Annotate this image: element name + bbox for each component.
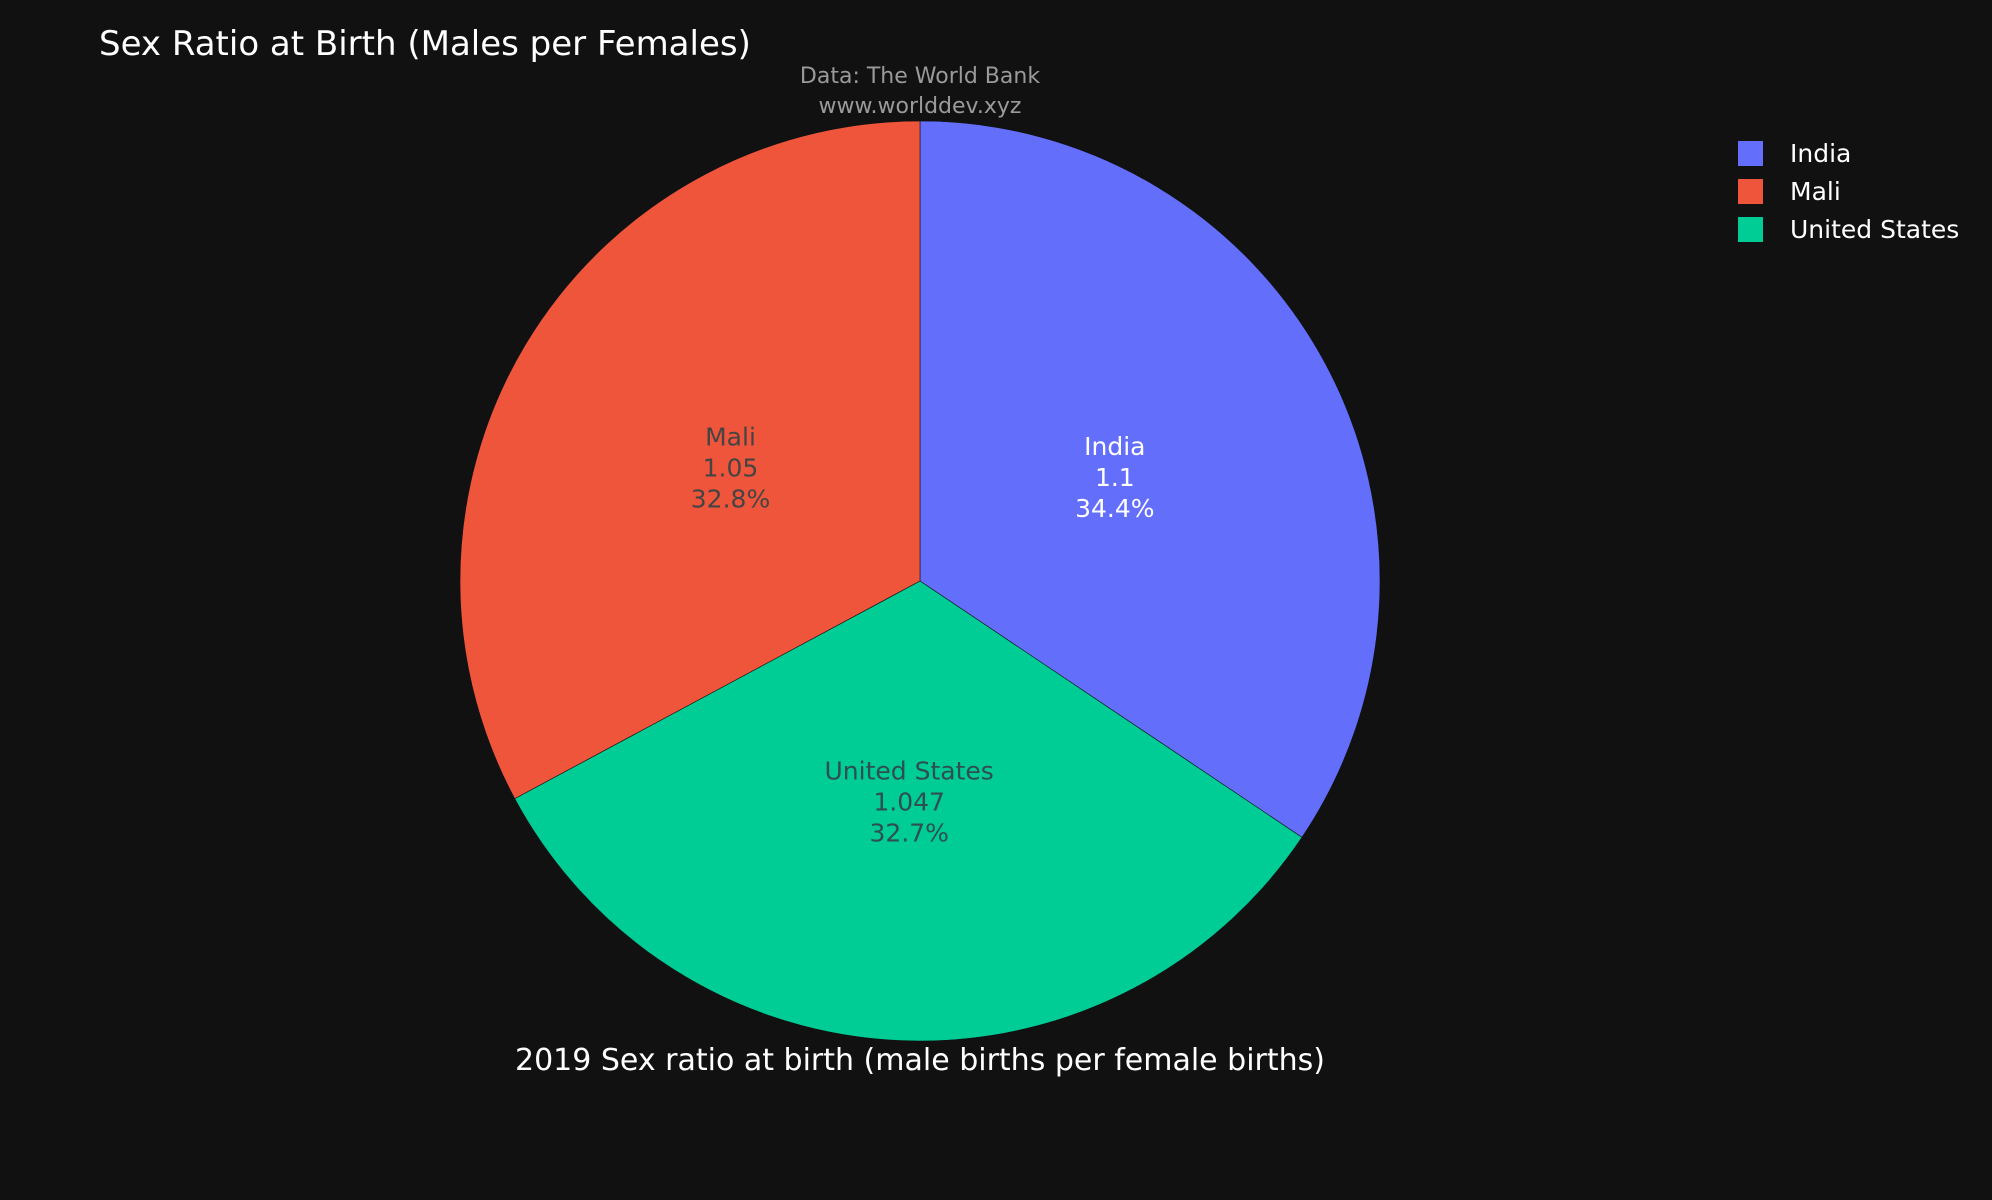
data-source-annotation: Data: The World Bank www.worlddev.xyz [720,62,1120,122]
chart-title: Sex Ratio at Birth (Males per Females) [99,24,751,64]
legend-swatch [1738,140,1763,166]
slice-label-name: India [1084,432,1145,461]
slice-label-percent: 34.4% [1075,494,1154,523]
pie-slice-india[interactable] [919,120,1381,838]
slice-label-percent: 32.8% [691,485,770,514]
legend-swatch [1738,178,1763,204]
source-line-2: www.worlddev.xyz [818,94,1022,119]
slice-label-name: Mali [705,423,756,452]
legend-label: United States [1790,214,1960,244]
source-line-1: Data: The World Bank [799,64,1041,89]
legend-swatch [1738,216,1763,242]
legend-item[interactable]: United States [1738,210,1959,248]
legend-label: India [1790,138,1852,168]
legend-item[interactable]: Mali [1738,172,1959,210]
pie-slice-united-states[interactable] [514,580,1303,1042]
legend: India Mali United States [1738,134,1959,248]
pie-slice-mali[interactable] [459,120,921,800]
slice-label-value: 1.047 [873,788,945,817]
legend-label: Mali [1790,176,1841,206]
chart-subtitle: 2019 Sex ratio at birth (male births per… [515,1043,1325,1078]
slice-label-value: 1.05 [703,454,759,483]
slice-label-name: United States [825,757,994,786]
slice-label-percent: 32.7% [869,819,948,848]
slice-label-value: 1.1 [1095,463,1135,492]
legend-item[interactable]: India [1738,134,1959,172]
